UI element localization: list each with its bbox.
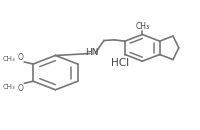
Text: O: O [18, 84, 24, 93]
Text: CH₃: CH₃ [3, 84, 15, 90]
Text: O: O [18, 53, 24, 62]
Text: CH₃: CH₃ [3, 56, 15, 62]
Text: HCl: HCl [110, 58, 128, 68]
Text: CH₃: CH₃ [135, 22, 149, 31]
Text: HN: HN [85, 48, 98, 57]
